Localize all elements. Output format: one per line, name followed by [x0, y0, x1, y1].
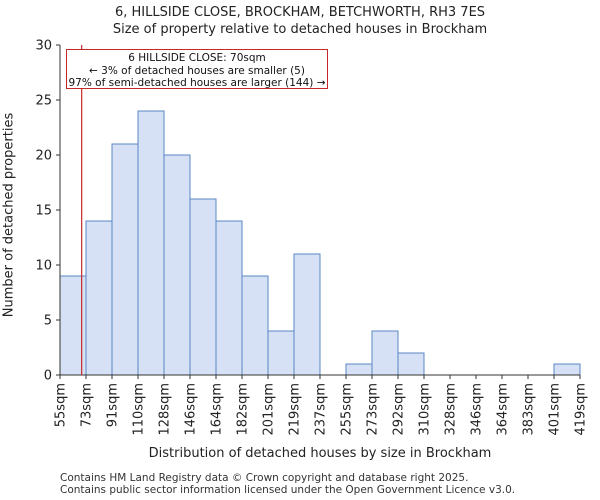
x-axis-label: Distribution of detached houses by size … [148, 446, 492, 461]
x-tick-label: 401sqm [548, 383, 563, 436]
y-tick-label: 0 [44, 369, 52, 384]
x-tick-label: 383sqm [522, 383, 537, 436]
histogram-bar [215, 220, 243, 376]
chart-title: 6, HILLSIDE CLOSE, BROCKHAM, BETCHWORTH,… [114, 5, 486, 20]
x-tick-label: 164sqm [210, 383, 225, 436]
x-tick-label: 255sqm [340, 383, 355, 436]
y-tick-label: 20 [35, 149, 52, 164]
x-tick-label: 273sqm [366, 383, 381, 436]
x-tick-label: 201sqm [262, 383, 277, 436]
y-tick-label: 25 [35, 94, 52, 109]
histogram-bar [267, 330, 295, 376]
footer-copyright: Contains HM Land Registry data © Crown c… [60, 472, 469, 484]
histogram-bar [163, 154, 191, 376]
histogram-bar [371, 330, 399, 376]
annotation-line-1: 6 HILLSIDE CLOSE: 70sqm [128, 52, 266, 64]
x-tick-label: 328sqm [444, 383, 459, 436]
x-tick-label: 73sqm [80, 383, 95, 427]
x-tick-label: 419sqm [574, 383, 589, 436]
y-tick-label: 30 [35, 39, 52, 54]
histogram-bar [85, 220, 113, 376]
x-tick-label: 346sqm [470, 383, 485, 436]
histogram-bar [137, 110, 165, 376]
x-tick-label: 128sqm [158, 383, 173, 436]
footer-licence: Contains public sector information licen… [60, 484, 516, 496]
histogram-bar [293, 253, 321, 376]
x-tick-label: 182sqm [236, 383, 251, 436]
property-annotation-box: 6 HILLSIDE CLOSE: 70sqm ← 3% of detached… [66, 49, 328, 89]
x-tick-label: 292sqm [392, 383, 407, 436]
x-tick-label: 110sqm [132, 383, 147, 436]
x-tick-label: 219sqm [288, 383, 303, 436]
annotation-line-2: ← 3% of detached houses are smaller (5) [89, 64, 305, 77]
annotation-line-3: 97% of semi-detached houses are larger (… [68, 77, 326, 89]
x-tick-label: 310sqm [418, 383, 433, 436]
histogram-bar [189, 198, 217, 376]
histogram-bar [111, 143, 139, 376]
x-tick-label: 55sqm [54, 383, 69, 427]
y-tick-label: 5 [44, 314, 52, 329]
histogram-bar [345, 363, 373, 376]
histogram-bar [241, 275, 269, 376]
y-tick-label: 10 [35, 259, 52, 274]
x-tick-label: 364sqm [496, 383, 511, 436]
histogram-bar [397, 352, 425, 376]
x-tick-label: 146sqm [184, 383, 199, 436]
x-tick-label: 237sqm [314, 383, 329, 436]
histogram-bar [553, 363, 581, 376]
y-tick-label: 15 [35, 204, 52, 219]
chart-subtitle: Size of property relative to detached ho… [112, 22, 488, 37]
x-tick-label: 91sqm [106, 383, 121, 427]
y-axis-label: Number of detached properties [1, 112, 17, 318]
